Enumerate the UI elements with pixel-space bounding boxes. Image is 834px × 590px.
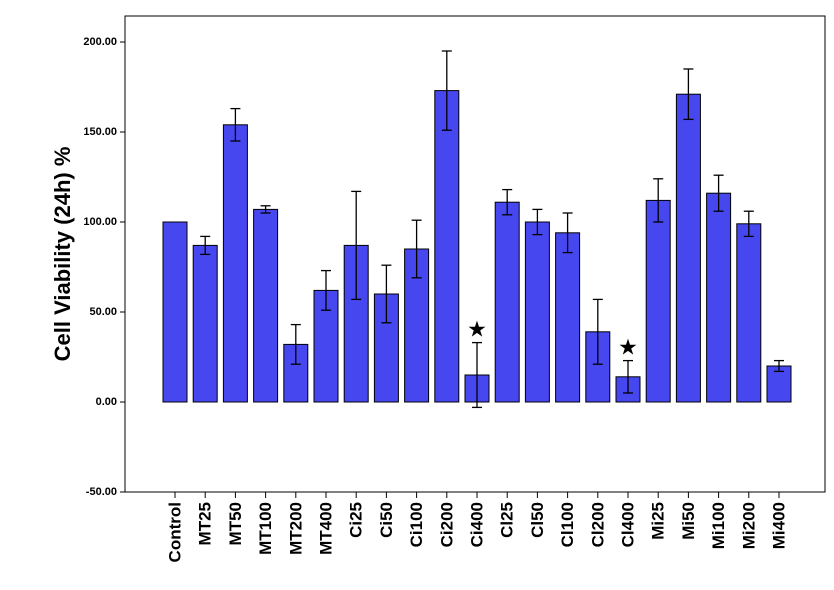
x-tick-label-cl25: Cl25	[498, 502, 517, 538]
x-tick-label-mi25: Mi25	[649, 502, 668, 540]
y-tick-label: -50.00	[86, 486, 117, 498]
error-bar-mt100	[260, 205, 271, 214]
bar-mi100	[706, 192, 732, 403]
significance-star-icon: ★	[467, 318, 487, 343]
error-bar-mi100	[713, 174, 724, 212]
x-tick-label-ci100: Ci100	[407, 502, 426, 547]
bar-mt100	[253, 208, 279, 403]
x-tick-label-ci400: Ci400	[467, 502, 486, 547]
error-bar-ci100	[411, 219, 422, 279]
bar-mt25	[192, 244, 218, 403]
x-tick-label-control: Control	[165, 502, 184, 562]
error-bar-ci200	[441, 50, 452, 131]
y-tick-label: 100.00	[83, 216, 117, 228]
x-tick-label-mt200: MT200	[286, 502, 305, 555]
y-tick-label: 50.00	[89, 306, 117, 318]
annotations: ★★	[467, 318, 638, 361]
y-tick-label: 200.00	[83, 36, 117, 48]
x-axis: Control MT25 MT50 MT100 MT200 MT400 Ci25 Ci50 Ci…	[165, 492, 788, 562]
bar-control	[162, 221, 188, 403]
bars	[162, 50, 792, 409]
bar-cl25	[494, 201, 520, 403]
x-tick-label-cl50: Cl50	[528, 502, 547, 538]
error-bar-mt25	[200, 235, 211, 256]
x-tick-label-ci200: Ci200	[437, 502, 456, 547]
y-tick-label: 0.00	[96, 396, 117, 408]
significance-star-icon: ★	[618, 336, 638, 361]
error-bar-ci25	[351, 190, 362, 301]
y-axis: -50.00 0.00 50.00 100.00 150.00 200.00	[83, 36, 125, 498]
error-bar-mi400	[774, 359, 784, 373]
bar-mi200	[736, 223, 762, 403]
bar-cl50	[524, 221, 550, 403]
bar-mi50	[675, 93, 701, 403]
y-tick-label: 150.00	[83, 126, 117, 138]
error-bar-ci400	[472, 341, 482, 409]
x-tick-label-mi100: Mi100	[709, 502, 728, 549]
x-tick-label-mi50: Mi50	[679, 502, 698, 540]
x-tick-label-mi400: Mi400	[769, 502, 788, 549]
error-bar-cl400	[623, 359, 633, 394]
x-tick-label-mt400: MT400	[316, 502, 335, 555]
bar-mt50	[222, 124, 248, 403]
bar-cl100	[555, 232, 581, 403]
error-bar-cl200	[592, 298, 603, 365]
x-tick-label-ci25: Ci25	[347, 502, 366, 538]
x-tick-label-ci50: Ci50	[377, 502, 396, 538]
error-bar-ci50	[381, 264, 392, 324]
error-bar-mi200	[743, 210, 754, 238]
plot-frame	[124, 15, 826, 493]
error-bar-cl100	[562, 212, 573, 254]
x-tick-label-cl100: Cl100	[558, 502, 577, 547]
error-bar-mt400	[321, 269, 331, 311]
error-bar-cl25	[502, 188, 513, 216]
error-bar-mt50	[230, 107, 241, 142]
bar-ci200	[434, 90, 460, 403]
error-bar-mi25	[653, 178, 664, 223]
error-bar-mi50	[683, 68, 694, 121]
x-tick-label-mi200: Mi200	[739, 502, 758, 549]
y-axis-title: Cell Viability (24h) %	[50, 147, 75, 362]
x-tick-label-mt25: MT25	[196, 502, 215, 545]
x-tick-label-mt50: MT50	[226, 502, 245, 545]
x-tick-label-cl400: Cl400	[618, 502, 637, 547]
error-bar-mt200	[290, 323, 301, 365]
x-tick-label-cl200: Cl200	[588, 502, 607, 547]
error-bar-cl50	[532, 208, 543, 236]
x-tick-label-mt100: MT100	[256, 502, 275, 555]
bar-mi25	[645, 199, 671, 403]
